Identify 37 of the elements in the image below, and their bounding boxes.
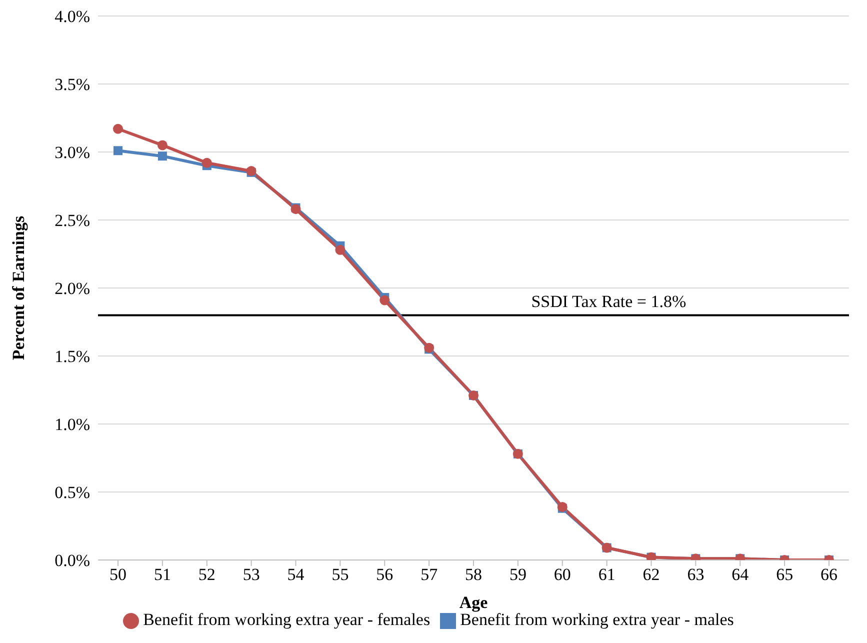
x-tick-label: 61 [598,565,616,584]
point [202,158,212,168]
point [113,124,123,134]
x-tick-label: 56 [376,565,394,584]
x-tick-label: 62 [642,565,660,584]
y-tick-label: 4.0% [54,7,90,26]
y-axis-title: Percent of Earnings [9,216,28,360]
y-tick-label: 3.0% [54,143,90,162]
x-tick-label: 51 [154,565,171,584]
x-tick-label: 57 [420,565,438,584]
x-tick-label: 50 [110,565,126,584]
x-tick-label: 54 [287,565,305,584]
x-tick-label: 52 [198,565,216,584]
x-tick-label: 59 [509,565,526,584]
x-tick-label: 53 [242,565,260,584]
x-tick-label: 66 [820,565,838,584]
y-tick-label: 2.0% [54,279,90,298]
y-tick-label: 1.5% [54,347,90,366]
ref-line-label: SSDI Tax Rate = 1.8% [531,292,686,312]
y-tick-label: 2.5% [54,211,90,230]
point [335,244,346,255]
point [380,295,390,306]
y-tick-label: 1.0% [54,415,90,434]
y-tick-label: 0.0% [54,551,90,570]
x-tick-label: 58 [465,565,482,584]
x-tick-label: 60 [554,565,571,584]
y-tick-label: 3.5% [54,75,90,94]
x-tick-label: 65 [776,565,794,584]
x-tick-label: 55 [332,565,349,584]
x-tick-label: 64 [732,565,750,584]
y-tick-label: 0.5% [54,483,90,502]
x-tick-label: 63 [687,565,704,584]
point [114,146,122,156]
point [158,152,167,161]
point [157,140,168,150]
x-axis-title: Age [459,593,488,612]
legend-label: Benefit from working extra year - females [143,610,430,629]
